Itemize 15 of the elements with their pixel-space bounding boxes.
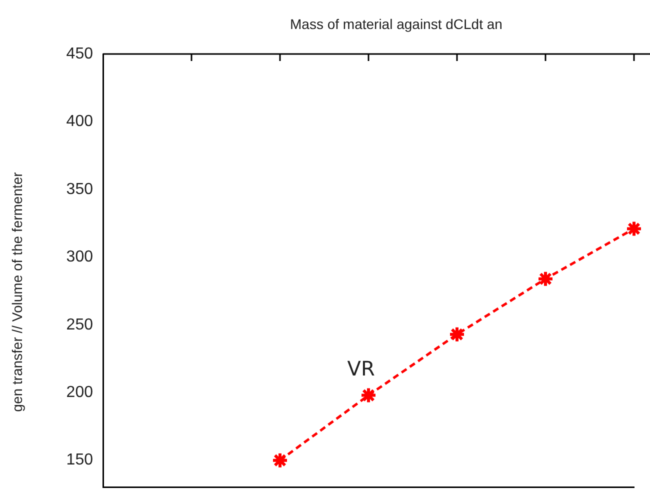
point bbox=[448, 326, 466, 343]
point bbox=[272, 452, 288, 469]
y-tick-label: 400 bbox=[66, 113, 94, 130]
y-tick-label: 150 bbox=[66, 452, 94, 469]
y-tick-label: 350 bbox=[66, 180, 94, 198]
point bbox=[626, 220, 642, 238]
y-tick-label: 200 bbox=[66, 384, 94, 401]
annotation: VR bbox=[347, 356, 375, 381]
y-tick-label: 450 bbox=[66, 45, 94, 62]
point bbox=[537, 270, 554, 288]
y-tick-label: 300 bbox=[66, 248, 94, 266]
y-axis-title: gen transfer // Volume of the fermenter bbox=[8, 172, 25, 412]
y-tick-label: 250 bbox=[66, 316, 94, 334]
chart-title: Mass of material against dCLdt an bbox=[290, 16, 502, 32]
point bbox=[360, 386, 377, 404]
